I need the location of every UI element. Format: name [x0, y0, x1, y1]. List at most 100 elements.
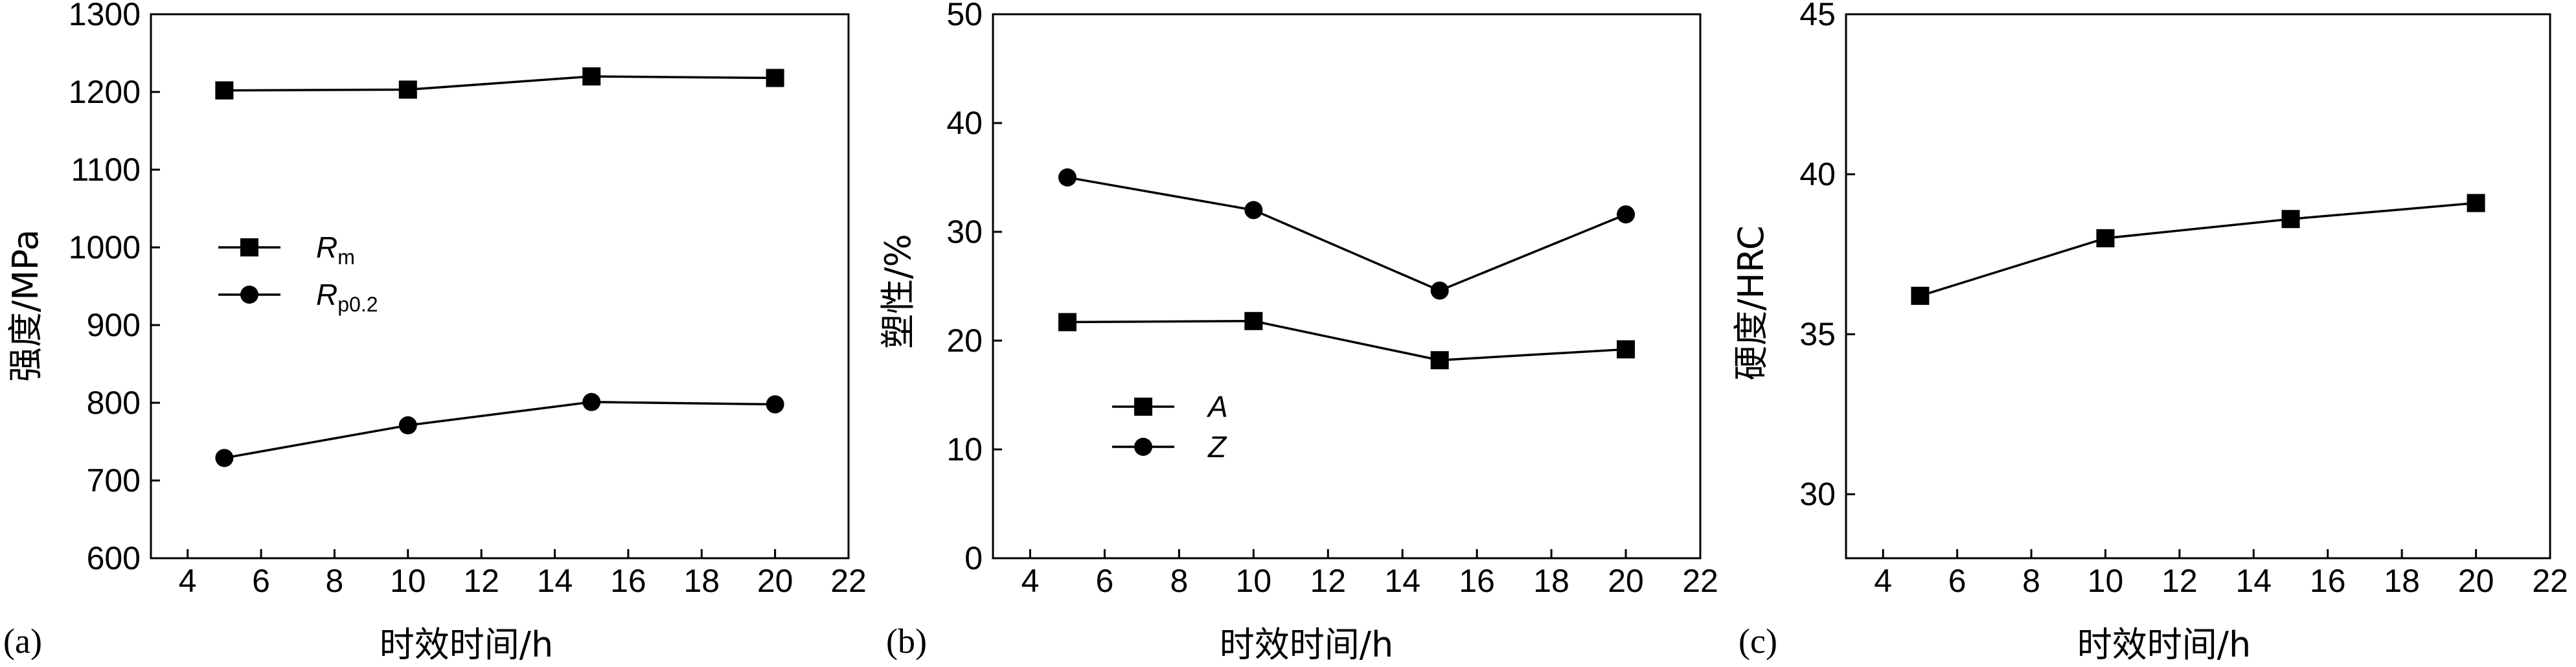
- panel-a-series-1-legend-marker: [240, 286, 258, 304]
- panel-a-series-1-point: [582, 392, 601, 411]
- panel-c-x-tick-label: 8: [2022, 563, 2040, 599]
- panel-b-series-0-line: [1067, 320, 1626, 362]
- panel-b-y-axis-title: 塑性/%: [878, 234, 918, 349]
- panel-c-series-0-point: [1911, 286, 1930, 305]
- panel-a-x-axis-title: 时效时间/h: [380, 624, 553, 665]
- panel-c-x-tick-label: 14: [2236, 563, 2272, 599]
- panel-a-series-0-point: [215, 81, 234, 100]
- panel-c-series-0-point: [2096, 229, 2115, 247]
- panel-c-x-tick-label: 18: [2384, 563, 2420, 599]
- panel-a-series-0-point: [398, 80, 417, 99]
- panel-a-series-1-point: [766, 395, 784, 414]
- panel-b-x-tick-label: 4: [1021, 563, 1040, 599]
- panel-a-series-1-legend-label: Rp0.2: [316, 278, 378, 316]
- panel-c-y-tick-label: 45: [1799, 0, 1836, 32]
- panel-b-series-1-legend-label: Z: [1207, 430, 1227, 464]
- panel-a-x-tick-label: 20: [757, 563, 793, 599]
- panel-c-series-0-point: [2467, 194, 2485, 212]
- panel-a-y-tick-label: 1000: [69, 229, 141, 266]
- panel-b-series-1-line: [1067, 176, 1626, 292]
- panel-b-plot-frame: [992, 13, 1702, 560]
- panel-b-x-tick-label: 16: [1459, 563, 1495, 599]
- panel-b-y-tick-label: 20: [946, 322, 983, 359]
- panel-b-x-axis-title: 时效时间/h: [1220, 624, 1393, 665]
- panel-c-series-0-point: [2281, 210, 2300, 229]
- panel-c-x-axis-title: 时效时间/h: [2077, 624, 2251, 665]
- panel-b-y-tick-label: 0: [964, 540, 983, 576]
- panel-a-x-tick-label: 8: [326, 563, 344, 599]
- panel-a-x-tick-label: 6: [252, 563, 270, 599]
- panel-a-x-tick-label: 16: [610, 563, 646, 599]
- panel-c-y-tick-label: 35: [1799, 316, 1836, 352]
- panel-b-y-tick-label: 30: [946, 214, 983, 250]
- panel-c-label: (c): [1738, 622, 1777, 661]
- panel-a-x-tick-label: 14: [537, 563, 573, 599]
- panel-c-plot-frame: [1845, 13, 2551, 560]
- panel-a-y-tick-label: 600: [87, 540, 141, 576]
- panel-a-series-0-point: [582, 67, 601, 85]
- panel-b-series-0-point: [1430, 351, 1449, 370]
- panel-c-y-axis-title: 硬度/HRC: [1731, 225, 1772, 380]
- panel-b-x-tick-label: 22: [1682, 563, 1718, 599]
- panel-b-y-tick-label: 40: [946, 105, 983, 141]
- panel-a-plot-frame: [150, 13, 850, 560]
- panel-b-label: (b): [886, 622, 927, 661]
- panel-a-x-tick-label: 22: [830, 563, 867, 599]
- panel-b-series-1-point: [1058, 168, 1077, 187]
- panel-c: 4 6 8 10 12 14 16 18 20 22 30 35 40 45 (c) 时效时间/h 硬度/…: [1731, 0, 2568, 665]
- panel-a-y-tick-label: 800: [87, 385, 141, 421]
- panel-a-y-tick-label: 700: [87, 462, 141, 499]
- panel-a-series-1-line: [224, 401, 775, 459]
- panel-a-series-0-point: [766, 69, 784, 87]
- panel-c-y-tick-label: 40: [1799, 156, 1836, 192]
- panel-a-y-tick-label: 1200: [69, 74, 141, 110]
- panel-b-x-tick-label: 12: [1310, 563, 1346, 599]
- panel-b-series-1-point: [1244, 201, 1263, 220]
- panel-a-x-tick-label: 10: [390, 563, 426, 599]
- panel-b-x-tick-label: 14: [1384, 563, 1420, 599]
- panel-a-y-tick-label: 1100: [71, 152, 141, 188]
- panel-a: 4 6 8 10 12 14 16 18 20 22 600 700 800 900 1000 1100 120…: [3, 0, 867, 665]
- panel-b-series-1-point: [1430, 281, 1449, 300]
- panel-b-series-0-legend-label: A: [1206, 390, 1228, 424]
- panel-a-y-axis-title: 强度/MPa: [5, 229, 46, 382]
- panel-c-x-tick-label: 10: [2088, 563, 2124, 599]
- panel-c-x-tick-label: 16: [2310, 563, 2346, 599]
- panel-a-x-tick-label: 4: [179, 563, 197, 599]
- panel-b-series-1-legend-marker: [1134, 438, 1152, 456]
- panel-a-marks: 4 6 8 10 12 14 16 18 20 22 600 700 800 900 1000 1100 120…: [69, 0, 867, 599]
- panel-b-marks: 4 6 8 10 12 14 16 18 20 22 0 10 20 30 40 50 AZ: [946, 0, 1718, 599]
- panel-b-x-tick-label: 18: [1533, 563, 1569, 599]
- panel-b: 4 6 8 10 12 14 16 18 20 22 0 10 20 30 40 50 AZ (b) 时效时间/…: [878, 0, 1718, 665]
- panel-c-series-0-line: [1919, 201, 2476, 297]
- panel-b-x-tick-label: 6: [1096, 563, 1114, 599]
- panel-c-x-tick-label: 6: [1948, 563, 1966, 599]
- panel-a-x-tick-label: 12: [463, 563, 499, 599]
- panel-b-y-tick-label: 50: [946, 0, 983, 32]
- panel-a-series-0-legend-label: Rm: [316, 231, 355, 269]
- panel-c-x-tick-label: 4: [1874, 563, 1892, 599]
- panel-c-y-tick-label: 30: [1799, 476, 1836, 512]
- panel-b-series-0-point: [1058, 313, 1077, 332]
- panel-a-y-tick-label: 1300: [69, 0, 141, 32]
- panel-a-series-0-legend-marker: [240, 238, 258, 256]
- panel-a-x-tick-label: 18: [683, 563, 720, 599]
- panel-b-series-0-legend-marker: [1134, 398, 1152, 416]
- panel-a-series-1-point: [398, 416, 417, 435]
- panel-b-series-0-point: [1244, 311, 1263, 330]
- panel-a-label: (a): [3, 622, 42, 661]
- panel-a-y-tick-label: 900: [87, 307, 141, 343]
- panel-c-marks: 4 6 8 10 12 14 16 18 20 22 30 35 40 45: [1799, 0, 2568, 599]
- panel-b-x-tick-label: 10: [1236, 563, 1272, 599]
- panel-c-x-tick-label: 22: [2532, 563, 2568, 599]
- panel-b-y-tick-label: 10: [946, 431, 983, 468]
- panel-b-series-0-point: [1617, 340, 1636, 359]
- panel-c-x-tick-label: 20: [2458, 563, 2494, 599]
- panel-c-x-tick-label: 12: [2161, 563, 2198, 599]
- panel-b-series-1-point: [1617, 205, 1636, 224]
- panel-a-series-1-point: [215, 449, 234, 468]
- panel-b-x-tick-label: 20: [1608, 563, 1644, 599]
- panel-a-series-0-line: [224, 75, 775, 92]
- panel-b-x-tick-label: 8: [1170, 563, 1188, 599]
